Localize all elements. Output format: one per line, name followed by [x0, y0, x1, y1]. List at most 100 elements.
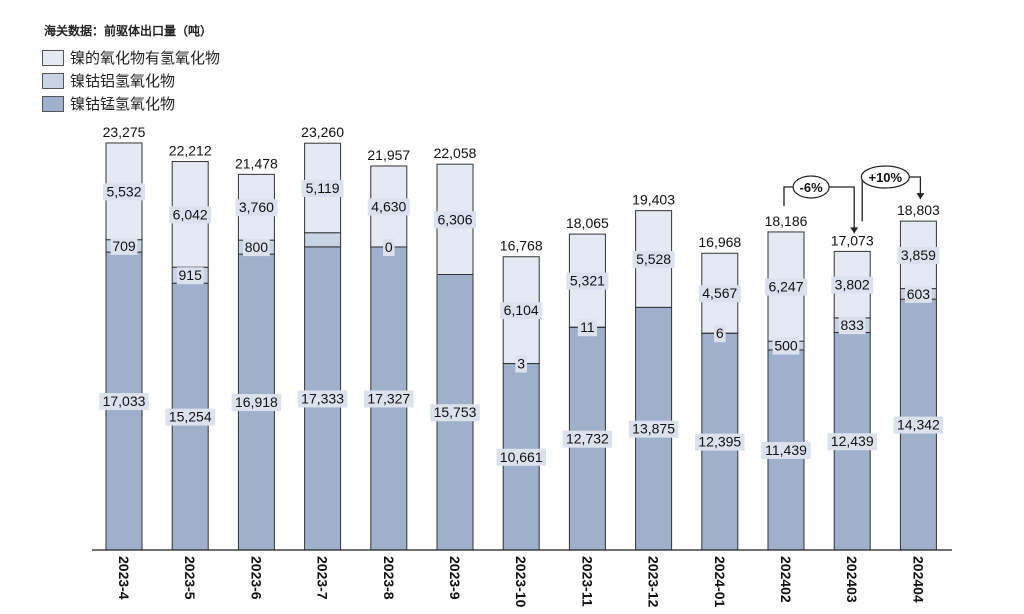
- segment-label-2-2023-7-bg: [301, 179, 344, 197]
- segment-label-1-2023-11-bg: [577, 319, 597, 337]
- total-label-2023-12: 19,403: [632, 192, 675, 208]
- segment-label-2-2023-5-bg: [169, 206, 212, 224]
- segment-label-2-2023-7: 5,119: [306, 180, 340, 196]
- category-label-2023-9: 2023-9: [447, 556, 463, 600]
- annotation-arrowhead-1: [916, 193, 925, 200]
- category-label-2023-7: 2023-7: [315, 556, 331, 600]
- segment-label-1-202404-bg: [905, 285, 932, 303]
- segment-label-0-2023-6: 16,918: [235, 394, 278, 410]
- segment-label-0-2023-4-bg: [99, 393, 149, 411]
- segment-label-2-202403: 3,802: [835, 277, 870, 293]
- segment-label-0-202404: 14,342: [897, 417, 940, 433]
- segment-label-0-2023-6-bg: [231, 394, 282, 412]
- category-label-2023-4: 2023-4: [116, 556, 132, 600]
- annotation-label-0: -6%: [800, 180, 824, 195]
- segment-label-2-202403-bg: [831, 276, 874, 294]
- category-label-2023-12: 2023-12: [646, 556, 662, 608]
- legend-swatch-nickel-oxide: [42, 49, 64, 66]
- total-label-2023-11: 18,065: [566, 215, 609, 231]
- total-label-2023-7: 23,260: [301, 124, 344, 140]
- segment-label-0-202402-bg: [761, 441, 811, 459]
- segment-label-0-2023-8-bg: [364, 390, 414, 408]
- total-label-202404: 18,803: [897, 202, 940, 218]
- total-label-2023-9: 22,058: [434, 145, 477, 161]
- segment-label-1-2024-01: 6: [716, 325, 724, 341]
- total-label-2024-01: 16,968: [698, 234, 741, 250]
- segment-label-2-2023-9: 6,306: [437, 211, 472, 227]
- segment-label-0-2023-10-bg: [496, 448, 546, 466]
- segment-label-0-2023-7-bg: [297, 390, 348, 408]
- segment-label-2-2023-11: 5,321: [570, 273, 605, 289]
- legend-swatch-ncm: [42, 95, 64, 112]
- segment-label-1-2023-11: 11: [580, 319, 595, 335]
- segment-label-0-2023-7: 17,333: [301, 390, 344, 406]
- segment-label-1-2023-4-bg: [110, 237, 138, 255]
- segment-label-0-2023-9: 15,753: [434, 404, 477, 420]
- category-label-202404: 202404: [910, 556, 926, 603]
- total-label-2023-6: 21,478: [235, 155, 278, 171]
- total-label-2023-8: 21,957: [367, 147, 410, 163]
- segment-label-1-2023-10-bg: [515, 355, 527, 373]
- legend-label-ncm: 镍钴锰氢氧化物: [70, 95, 176, 113]
- annotation-label-1: +10%: [868, 170, 902, 185]
- segment-label-0-2023-8: 17,327: [367, 390, 410, 406]
- segment-label-1-2023-4: 709: [112, 238, 136, 254]
- segment-label-2-2023-10: 6,104: [504, 302, 539, 318]
- segment-label-1-2023-8: 0: [385, 239, 393, 255]
- segment-label-0-2024-01: 12,395: [698, 434, 741, 450]
- segment-label-2-2023-6: 3,760: [239, 199, 274, 215]
- segment-label-0-202404-bg: [893, 416, 944, 434]
- segment-label-1-202402: 500: [774, 338, 798, 354]
- chart-legend: 镍的氧化物有氢氧化物 镍钴铝氢氧化物 镍钴锰氢氧化物: [42, 46, 220, 115]
- segment-label-0-2023-10: 10,661: [500, 449, 543, 465]
- legend-label-nickel-oxide: 镍的氧化物有氢氧化物: [70, 49, 221, 67]
- category-label-202403: 202403: [844, 556, 860, 603]
- segment-label-0-202402: 11,439: [765, 442, 807, 458]
- segment-label-2-2023-9-bg: [434, 211, 476, 229]
- segment-label-0-2023-9-bg: [430, 404, 480, 422]
- segment-label-0-202403: 12,439: [831, 433, 874, 449]
- legend-item-nickel-oxide: 镍的氧化物有氢氧化物: [42, 46, 220, 69]
- segment-label-1-2023-6-bg: [243, 239, 270, 257]
- legend-item-ncm: 镍钴锰氢氧化物: [42, 92, 220, 115]
- annotation-arrowhead-0: [850, 227, 859, 234]
- annotation-bubble-1: [860, 165, 910, 189]
- category-label-2023-11: 2023-11: [579, 556, 595, 607]
- segment-label-2-202402-bg: [765, 278, 807, 296]
- segment-label-2-2023-5: 6,042: [173, 206, 208, 222]
- segment-label-2-2023-6-bg: [235, 199, 278, 217]
- segment-label-1-2023-6: 800: [245, 239, 269, 255]
- segment-label-2-2024-01: 4,567: [702, 285, 737, 301]
- segment-label-2-2023-8: 4,630: [371, 198, 406, 214]
- segment-label-0-2023-11-bg: [562, 430, 613, 448]
- legend-swatch-nca: [42, 72, 64, 89]
- segment-label-2-2023-4: 5,532: [106, 183, 141, 199]
- segment-label-1-2023-5-bg: [176, 267, 204, 285]
- total-label-2023-4: 23,275: [103, 124, 146, 140]
- total-label-2023-10: 16,768: [500, 238, 543, 254]
- segment-label-1-2023-10: 3: [517, 356, 525, 372]
- total-label-2023-5: 22,212: [169, 143, 212, 159]
- segment-label-2-202404-bg: [897, 246, 940, 264]
- segment-label-2-2023-8-bg: [367, 198, 410, 216]
- segment-label-0-2023-5-bg: [165, 408, 215, 426]
- annotation-bubble-0: [792, 175, 830, 199]
- segment-label-0-202403-bg: [827, 433, 877, 451]
- segment-label-2-2023-12: 5,528: [636, 251, 671, 267]
- segment-label-1-202404: 603: [907, 286, 931, 302]
- segment-label-1-202402-bg: [772, 337, 800, 355]
- category-label-2024-01: 2024-01: [712, 556, 728, 608]
- legend-item-nca: 镍钴铝氢氧化物: [42, 69, 220, 92]
- legend-label-nca: 镍钴铝氢氧化物: [70, 72, 176, 90]
- segment-label-0-2023-12: 13,875: [632, 421, 675, 437]
- segment-label-0-2023-4: 17,033: [103, 393, 146, 409]
- segment-label-2-202404: 3,859: [901, 247, 936, 263]
- category-label-2023-10: 2023-10: [513, 556, 529, 608]
- bar-segment-1-2023-7: [304, 232, 342, 248]
- segment-label-2-2023-12-bg: [632, 250, 675, 268]
- total-label-202403: 17,073: [831, 232, 874, 248]
- segment-label-2-2023-4-bg: [103, 183, 145, 201]
- segment-label-1-2023-5: 915: [179, 267, 203, 283]
- segment-label-0-2023-5: 15,254: [169, 409, 212, 425]
